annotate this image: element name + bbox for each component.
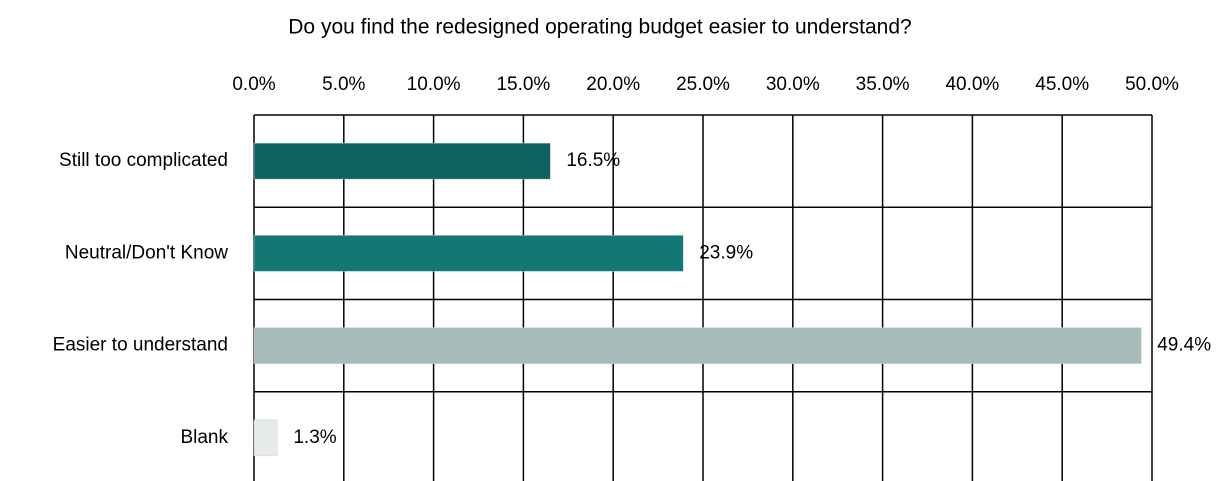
bar [253, 142, 551, 180]
x-tick-label: 0.0% [232, 74, 275, 95]
y-tick-label: Easier to understand [53, 335, 228, 356]
y-tick-label: Still too complicated [59, 150, 228, 171]
bar [253, 419, 278, 457]
y-tick-label: Neutral/Don't Know [65, 242, 228, 263]
bar [253, 235, 684, 272]
x-tick-label: 10.0% [407, 74, 461, 95]
x-tick-label: 35.0% [856, 74, 910, 95]
y-tick-label: Blank [180, 427, 228, 448]
x-tick-label: 20.0% [586, 74, 640, 95]
x-tick-label: 25.0% [676, 74, 730, 95]
data-label: 16.5% [566, 150, 620, 171]
data-label: 1.3% [293, 427, 336, 448]
x-tick-label: 45.0% [1035, 74, 1089, 95]
data-label: 49.4% [1157, 335, 1211, 356]
bar [253, 327, 1142, 364]
x-tick-label: 30.0% [766, 74, 820, 95]
x-tick-label: 50.0% [1125, 74, 1179, 95]
data-label: 23.9% [699, 242, 753, 263]
x-tick-label: 5.0% [322, 74, 365, 95]
x-tick-label: 15.0% [496, 74, 550, 95]
x-tick-label: 40.0% [945, 74, 999, 95]
chart-title: Do you find the redesigned operating bud… [288, 16, 911, 39]
